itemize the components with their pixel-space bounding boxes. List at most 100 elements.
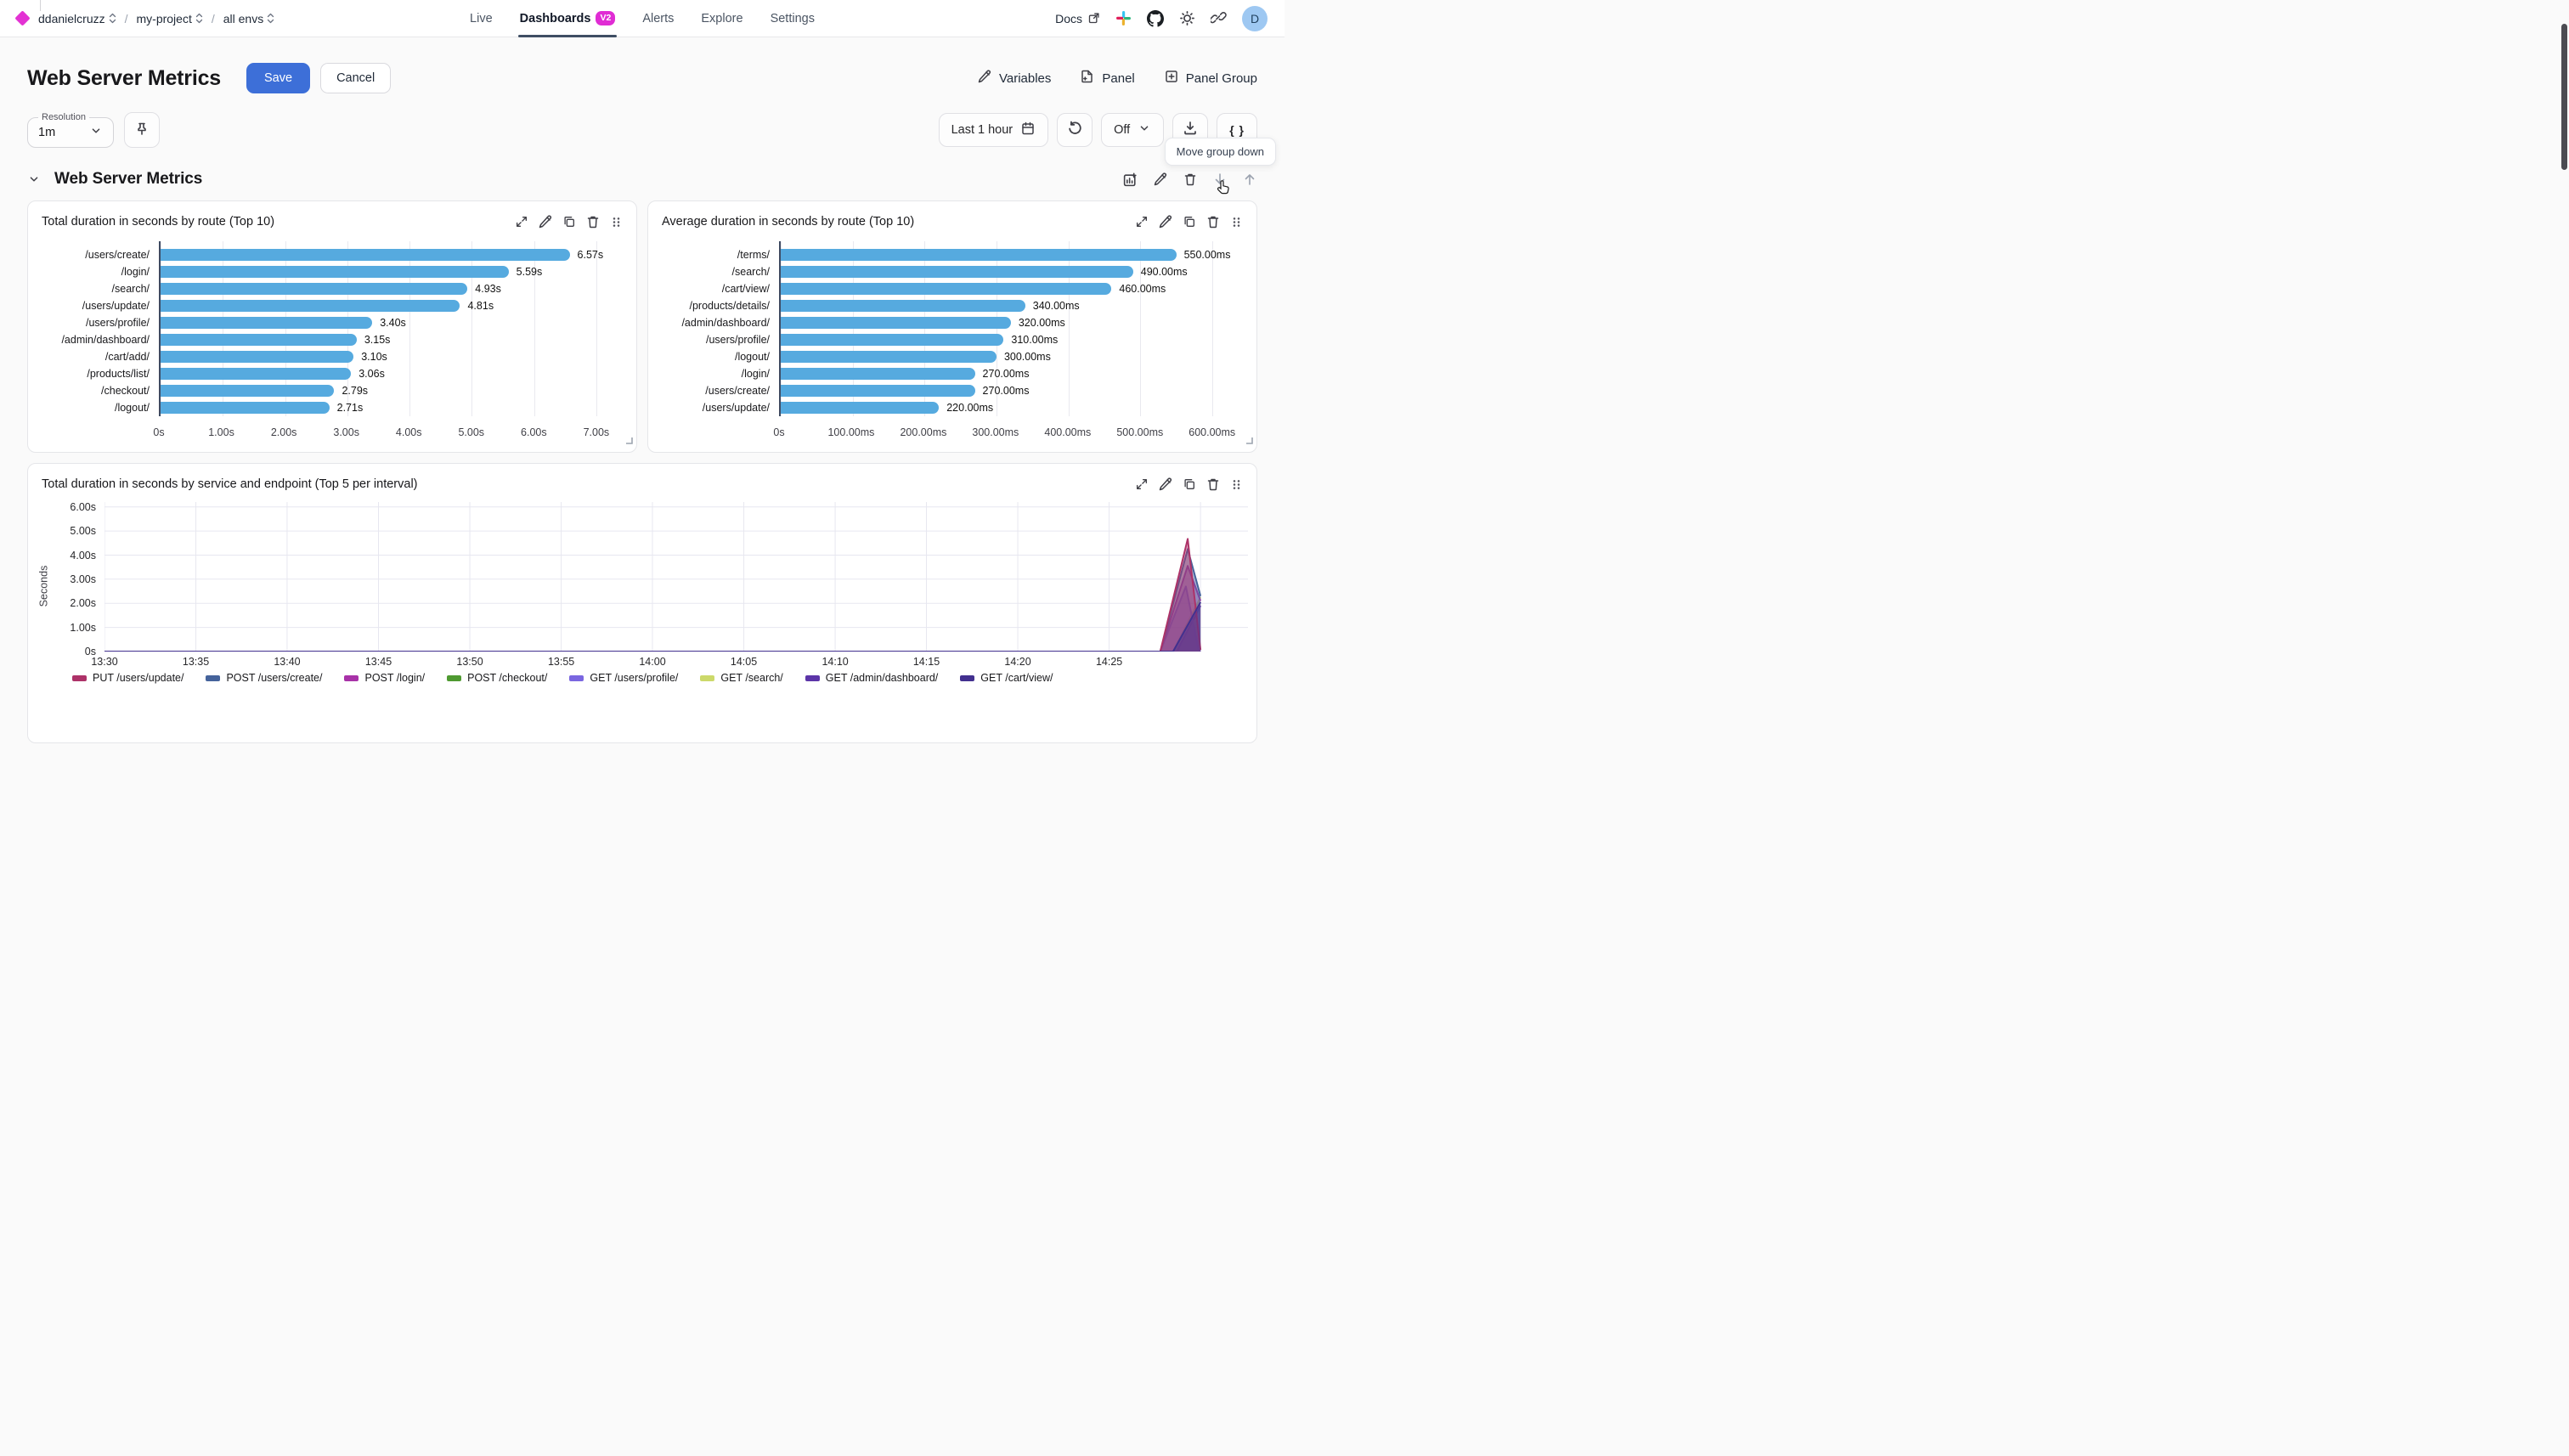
bar[interactable] (781, 385, 975, 397)
bar-category-label: /admin/dashboard/ (61, 334, 150, 346)
x-tick-label: 14:00 (639, 656, 666, 668)
time-range-button[interactable]: Last 1 hour (938, 113, 1049, 147)
avatar[interactable]: D (1242, 5, 1268, 31)
bar[interactable] (161, 317, 373, 329)
delete-panel-button[interactable] (585, 214, 601, 229)
docs-link[interactable]: Docs (1055, 12, 1100, 25)
bar-row: 270.00ms (781, 365, 1245, 382)
bar-value-label: 4.93s (475, 283, 501, 295)
breadcrumb-items: ddanielcruzz / my-project / all envs (38, 12, 274, 25)
drag-panel-handle[interactable] (1230, 216, 1243, 229)
bar[interactable] (161, 402, 330, 414)
slack-icon[interactable] (1115, 10, 1132, 26)
edit-panel-button[interactable] (538, 214, 553, 229)
breadcrumb-item-my-project[interactable]: my-project (137, 12, 203, 25)
legend-item[interactable]: GET /users/profile/ (569, 672, 678, 684)
duplicate-panel-button[interactable] (1183, 477, 1196, 491)
resize-handle[interactable] (1245, 433, 1253, 449)
delete-panel-button[interactable] (1205, 214, 1221, 229)
bar[interactable] (781, 266, 1133, 278)
bar[interactable] (161, 334, 357, 346)
expand-panel-button[interactable] (1135, 215, 1149, 229)
bar-row: 320.00ms (781, 314, 1245, 331)
y-tick-label: 1.00s (70, 621, 96, 634)
x-tick-label: 14:05 (730, 656, 758, 668)
bar[interactable] (781, 402, 940, 414)
github-icon[interactable] (1147, 9, 1165, 27)
line-chart-svg[interactable] (104, 502, 1248, 652)
drag-panel-handle[interactable] (1230, 478, 1243, 491)
expand-panel-button[interactable] (1135, 477, 1149, 491)
top-navigation: ddanielcruzz / my-project / all envs Live Das… (0, 0, 1284, 37)
bar[interactable] (161, 385, 335, 397)
scrollbar-thumb[interactable] (2561, 24, 2567, 170)
tab-alerts[interactable]: Alerts (642, 0, 674, 37)
share-link-icon[interactable] (1211, 10, 1227, 26)
bar[interactable] (781, 368, 975, 380)
panel-service-endpoint: Total duration in seconds by service and… (27, 463, 1257, 743)
square-plus-icon (1164, 69, 1179, 87)
duplicate-panel-button[interactable] (562, 215, 576, 229)
tab-settings[interactable]: Settings (771, 0, 815, 37)
move-group-up-button[interactable] (1242, 172, 1257, 187)
app-logo-icon[interactable] (14, 10, 31, 26)
bar-category-label: /login/ (121, 266, 150, 278)
cancel-button[interactable]: Cancel (320, 63, 392, 93)
bar[interactable] (781, 283, 1112, 295)
bar[interactable] (161, 283, 468, 295)
move-group-down-button[interactable] (1212, 172, 1229, 195)
add-panel-button[interactable] (1122, 172, 1138, 188)
refresh-button[interactable] (1057, 113, 1093, 147)
bar-value-label: 6.57s (577, 249, 604, 261)
save-button[interactable]: Save (246, 63, 311, 93)
auto-refresh-select[interactable]: Off (1101, 113, 1165, 147)
theme-sun-icon[interactable] (1179, 10, 1195, 26)
edit-panel-button[interactable] (1158, 477, 1173, 492)
duplicate-panel-button[interactable] (1183, 215, 1196, 229)
tab-label: Alerts (642, 11, 675, 25)
tab-dashboards[interactable]: Dashboards V2 (517, 0, 617, 37)
tab-live[interactable]: Live (470, 0, 493, 37)
drag-panel-handle[interactable] (610, 216, 623, 229)
panel-group-button[interactable]: Panel Group (1164, 69, 1257, 87)
bar[interactable] (781, 334, 1004, 346)
gridline (1068, 241, 1070, 416)
pin-button[interactable] (124, 112, 160, 148)
bar[interactable] (781, 300, 1025, 312)
legend-item[interactable]: GET /admin/dashboard/ (805, 672, 938, 684)
bar[interactable] (161, 266, 509, 278)
y-tick-label: 6.00s (70, 500, 96, 513)
bar[interactable] (781, 351, 997, 363)
bar[interactable] (781, 249, 1177, 261)
breadcrumb-item-all envs[interactable]: all envs (223, 12, 274, 25)
delete-group-button[interactable] (1183, 172, 1198, 187)
expand-panel-button[interactable] (515, 215, 528, 229)
resolution-value: 1m (38, 126, 56, 139)
legend-item[interactable]: POST /checkout/ (447, 672, 547, 684)
resolution-select[interactable]: Resolution 1m (27, 112, 114, 148)
bar[interactable] (161, 300, 460, 312)
bar-chart: /users/create/ /login/ /search/ /users/upda… (28, 238, 636, 452)
bar-row: 4.93s (161, 280, 624, 297)
edit-group-button[interactable] (1153, 172, 1168, 187)
bar[interactable] (161, 351, 354, 363)
legend-item[interactable]: GET /search/ (700, 672, 783, 684)
bar[interactable] (161, 368, 352, 380)
tab-explore[interactable]: Explore (701, 0, 742, 37)
variables-button[interactable]: Variables (977, 69, 1051, 87)
bar[interactable] (161, 249, 570, 261)
scrollbar[interactable] (2561, 0, 2568, 1456)
resize-handle[interactable] (625, 433, 633, 449)
legend-item[interactable]: PUT /users/update/ (72, 672, 184, 684)
legend-item[interactable]: POST /login/ (344, 672, 425, 684)
collapse-chevron-icon[interactable] (27, 172, 41, 186)
bar[interactable] (781, 317, 1011, 329)
edit-panel-button[interactable] (1158, 214, 1173, 229)
breadcrumb-item-ddanielcruzz[interactable]: ddanielcruzz (38, 12, 116, 25)
y-axis-ticks: 0s 1.00s 2.00s 3.00s 4.00s 5.00s 6.00s (52, 500, 104, 657)
legend-item[interactable]: POST /users/create/ (206, 672, 322, 684)
y-tick-label: 4.00s (70, 549, 96, 562)
panel-button[interactable]: Panel (1080, 69, 1135, 87)
delete-panel-button[interactable] (1205, 477, 1221, 492)
legend-item[interactable]: GET /cart/view/ (960, 672, 1053, 684)
